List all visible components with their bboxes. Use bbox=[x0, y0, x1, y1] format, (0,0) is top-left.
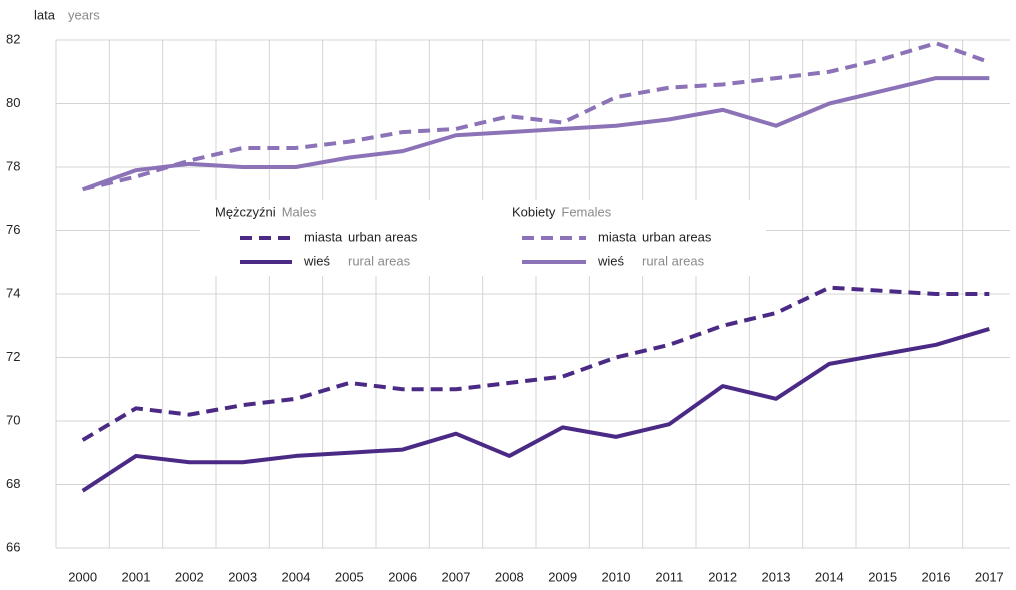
legend-label: miasta bbox=[304, 229, 343, 244]
y-tick-label: 68 bbox=[6, 476, 20, 491]
legend-group-subtitle: Females bbox=[561, 204, 611, 219]
x-tick-label: 2014 bbox=[815, 569, 844, 584]
y-tick-label: 80 bbox=[6, 95, 20, 110]
x-tick-label: 2011 bbox=[655, 569, 683, 584]
x-tick-label: 2006 bbox=[388, 569, 417, 584]
legend-label-en: rural areas bbox=[642, 253, 705, 268]
series-line bbox=[81, 76, 990, 192]
x-tick-label: 2017 bbox=[975, 569, 1004, 584]
y-tick-label: 78 bbox=[6, 158, 20, 173]
y-axis-label: lata bbox=[34, 7, 56, 22]
legend-label: miasta bbox=[598, 229, 637, 244]
lines bbox=[81, 41, 991, 493]
legend-group-title: Kobiety bbox=[512, 204, 556, 219]
legend: Mężczyźni Males Kobiety Females miasta urban … bbox=[200, 200, 766, 276]
x-tick-label: 2003 bbox=[228, 569, 257, 584]
x-tick-label: 2000 bbox=[68, 569, 97, 584]
y-tick-label: 66 bbox=[6, 539, 20, 554]
legend-group-subtitle: Males bbox=[282, 204, 317, 219]
y-axis-label-en: years bbox=[68, 7, 100, 22]
x-tick-label: 2009 bbox=[548, 569, 577, 584]
x-tick-label: 2010 bbox=[602, 569, 631, 584]
legend-label: wieś bbox=[303, 253, 331, 268]
legend-label: wieś bbox=[597, 253, 625, 268]
y-tick-label: 76 bbox=[6, 222, 20, 237]
series-line bbox=[81, 285, 990, 442]
x-tick-label: 2008 bbox=[495, 569, 524, 584]
x-tick-label: 2004 bbox=[282, 569, 311, 584]
y-tick-label: 82 bbox=[6, 31, 20, 46]
x-tick-label: 2002 bbox=[175, 569, 204, 584]
x-tick-label: 2005 bbox=[335, 569, 364, 584]
x-tick-label: 2007 bbox=[442, 569, 471, 584]
x-tick-label: 2015 bbox=[868, 569, 897, 584]
legend-box bbox=[200, 200, 766, 276]
legend-label-en: rural areas bbox=[348, 253, 411, 268]
y-tick-label: 70 bbox=[6, 412, 20, 427]
x-tick-label: 2013 bbox=[762, 569, 791, 584]
y-tick-label: 74 bbox=[6, 285, 20, 300]
legend-label-en: urban areas bbox=[348, 229, 418, 244]
x-tick-label: 2012 bbox=[708, 569, 737, 584]
legend-label-en: urban areas bbox=[642, 229, 712, 244]
x-tick-label: 2016 bbox=[922, 569, 951, 584]
y-tick-label: 72 bbox=[6, 349, 20, 364]
series-line bbox=[82, 41, 991, 192]
grid bbox=[55, 39, 1010, 549]
series-line bbox=[81, 327, 990, 493]
legend-group-title: Mężczyźni bbox=[215, 204, 276, 219]
x-tick-label: 2001 bbox=[122, 569, 151, 584]
